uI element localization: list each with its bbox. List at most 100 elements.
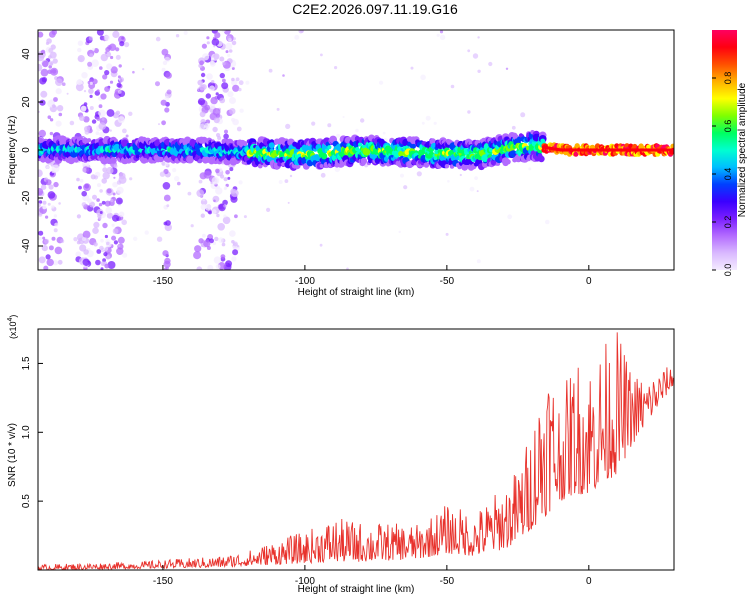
heatmap-cell — [38, 256, 46, 264]
heatmap-cell — [360, 157, 368, 165]
heatmap-cell — [382, 131, 386, 135]
heatmap-cell — [40, 90, 48, 98]
heatmap-cell — [118, 64, 122, 68]
heatmap-cell — [128, 111, 133, 117]
heatmap-cell — [52, 58, 58, 64]
heatmap-cell — [227, 176, 231, 180]
heatmap-cell — [88, 88, 94, 94]
heatmap-cell — [210, 181, 213, 185]
heatmap-cell — [476, 190, 479, 193]
heatmap-cell — [197, 98, 206, 106]
spectrogram-y-tick-label: 20 — [21, 96, 32, 108]
heatmap-cell — [207, 264, 214, 270]
heatmap-cell — [225, 260, 233, 268]
spectrogram-y-tick-label: -40 — [21, 238, 32, 253]
heatmap-cell — [238, 80, 244, 86]
heatmap-cell — [118, 35, 126, 44]
colorbar-label: Normalized spectral amplitude — [737, 82, 748, 217]
snr-series — [38, 332, 674, 570]
heatmap-cell — [92, 194, 97, 200]
heatmap-cell — [87, 138, 92, 143]
heatmap-cell — [198, 238, 204, 244]
heatmap-cell — [105, 254, 111, 260]
heatmap-cell — [161, 161, 166, 166]
heatmap-cell — [238, 87, 242, 92]
heatmap-cell — [223, 30, 231, 35]
heatmap-cell — [97, 183, 101, 188]
heatmap-cell — [423, 162, 430, 168]
heatmap-cell — [235, 77, 240, 82]
heatmap-cell — [40, 49, 46, 55]
heatmap-cell — [144, 230, 149, 235]
heatmap-cell — [287, 201, 290, 204]
heatmap-cell — [213, 117, 220, 124]
heatmap-cell — [183, 30, 188, 35]
heatmap-cell — [538, 155, 545, 163]
heatmap-cell — [45, 215, 49, 219]
heatmap-cell — [45, 179, 52, 186]
heatmap-cell — [38, 212, 43, 217]
heatmap-cell — [76, 177, 80, 182]
heatmap-cell — [222, 199, 228, 206]
heatmap-cell — [281, 162, 286, 167]
heatmap-cell — [161, 67, 166, 72]
heatmap-cell — [48, 55, 52, 59]
heatmap-cell — [110, 55, 114, 60]
heatmap-cell — [229, 230, 236, 237]
heatmap-cell — [62, 82, 66, 86]
heatmap-cell — [231, 40, 237, 46]
heatmap-cell — [109, 129, 112, 132]
heatmap-cell — [52, 260, 59, 266]
heatmap-cell — [239, 108, 244, 113]
heatmap-cell — [76, 214, 81, 219]
heatmap-cell — [102, 74, 108, 80]
heatmap-cell — [234, 214, 238, 219]
heatmap-cell — [266, 207, 271, 212]
heatmap-cell — [55, 88, 62, 95]
heatmap-cell — [104, 51, 108, 54]
heatmap-cell — [206, 41, 210, 45]
heatmap-cell — [102, 171, 110, 180]
heatmap-cell — [488, 61, 493, 67]
heatmap-cell — [226, 35, 232, 41]
heatmap-cell — [213, 45, 216, 48]
heatmap-cell — [125, 134, 129, 138]
heatmap-cell — [474, 176, 478, 181]
heatmap-cell — [476, 259, 481, 264]
heatmap-cell — [161, 120, 167, 126]
heatmap-cell — [166, 204, 170, 208]
spectrogram-x-tick-label: -150 — [153, 276, 173, 287]
heatmap-cell — [670, 143, 674, 149]
heatmap-cell — [81, 202, 87, 207]
heatmap-cell — [103, 164, 106, 167]
snr-y-tick-label: 1.0 — [21, 425, 32, 439]
heatmap-cell — [98, 104, 103, 109]
heatmap-cell — [49, 118, 54, 122]
heatmap-cell — [40, 184, 47, 190]
heatmap-cell — [110, 156, 117, 164]
heatmap-cell — [116, 186, 124, 194]
heatmap-cell — [346, 267, 349, 270]
heatmap-cell — [58, 112, 63, 117]
heatmap-cell — [55, 120, 62, 127]
heatmap-cell — [215, 113, 221, 118]
heatmap-cell — [116, 180, 122, 185]
heatmap-cell — [231, 77, 235, 82]
colorbar-tick-label: 0.6 — [723, 120, 733, 133]
heatmap-cell — [38, 230, 44, 236]
heatmap-cell — [46, 258, 54, 267]
heatmap-cell — [103, 246, 109, 251]
heatmap-cell — [355, 128, 359, 133]
heatmap-cell — [113, 176, 116, 179]
heatmap-cell — [459, 173, 462, 177]
heatmap-cell — [279, 151, 285, 157]
heatmap-cell — [89, 201, 96, 208]
heatmap-cell — [54, 222, 59, 227]
heatmap-cell — [298, 30, 304, 34]
heatmap-cell — [49, 131, 54, 136]
heatmap-cell — [46, 38, 52, 44]
heatmap-cell — [646, 144, 652, 150]
heatmap-cell — [89, 79, 93, 83]
heatmap-cell — [104, 86, 110, 92]
heatmap-cell — [89, 53, 94, 58]
